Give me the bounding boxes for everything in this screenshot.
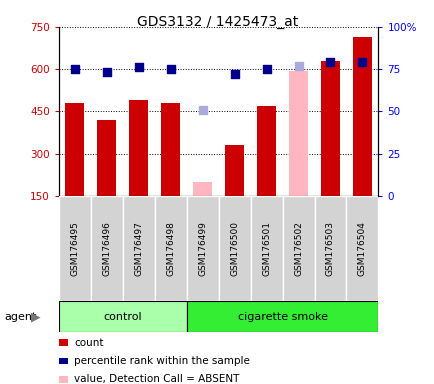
FancyBboxPatch shape — [59, 196, 91, 301]
Text: GSM176495: GSM176495 — [70, 221, 79, 276]
Point — [326, 59, 333, 65]
Point — [294, 63, 301, 69]
Text: GSM176504: GSM176504 — [357, 221, 366, 276]
Point — [103, 70, 110, 76]
FancyBboxPatch shape — [282, 196, 314, 301]
Text: GSM176503: GSM176503 — [325, 221, 334, 276]
FancyBboxPatch shape — [314, 196, 346, 301]
Point — [230, 71, 237, 77]
Text: value, Detection Call = ABSENT: value, Detection Call = ABSENT — [74, 374, 239, 384]
Text: GSM176502: GSM176502 — [293, 221, 302, 276]
Text: cigarette smoke: cigarette smoke — [237, 312, 327, 322]
Point — [71, 66, 78, 72]
Text: percentile rank within the sample: percentile rank within the sample — [74, 356, 250, 366]
Text: GDS3132 / 1425473_at: GDS3132 / 1425473_at — [137, 15, 297, 29]
FancyBboxPatch shape — [186, 196, 218, 301]
FancyBboxPatch shape — [59, 301, 186, 332]
FancyBboxPatch shape — [91, 196, 122, 301]
Point — [358, 59, 365, 65]
FancyBboxPatch shape — [122, 196, 155, 301]
Bar — [193, 182, 212, 196]
FancyBboxPatch shape — [186, 301, 378, 332]
Bar — [256, 106, 276, 196]
Bar — [320, 61, 339, 196]
FancyBboxPatch shape — [346, 196, 378, 301]
Text: control: control — [103, 312, 141, 322]
Point — [263, 66, 270, 72]
Bar — [97, 120, 116, 196]
FancyBboxPatch shape — [155, 196, 186, 301]
FancyBboxPatch shape — [250, 196, 282, 301]
Text: GSM176500: GSM176500 — [230, 221, 239, 276]
Text: GSM176497: GSM176497 — [134, 221, 143, 276]
Bar — [352, 37, 371, 196]
Text: ▶: ▶ — [31, 310, 40, 323]
Text: agent: agent — [4, 312, 36, 322]
Text: GSM176496: GSM176496 — [102, 221, 111, 276]
Point — [167, 66, 174, 72]
Bar — [65, 103, 84, 196]
Text: GSM176501: GSM176501 — [261, 221, 270, 276]
Bar — [161, 103, 180, 196]
Bar — [224, 145, 243, 196]
Text: count: count — [74, 338, 103, 348]
Point — [199, 107, 206, 113]
Point — [135, 65, 142, 71]
FancyBboxPatch shape — [218, 196, 250, 301]
Text: GSM176498: GSM176498 — [166, 221, 175, 276]
Bar — [129, 100, 148, 196]
Text: GSM176499: GSM176499 — [197, 221, 207, 276]
Bar — [288, 71, 307, 196]
